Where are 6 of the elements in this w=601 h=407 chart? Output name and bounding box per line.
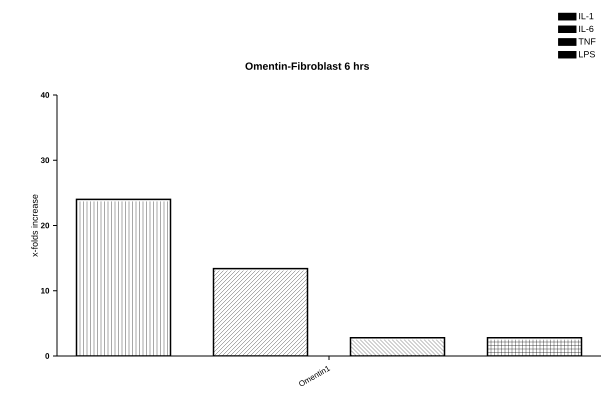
y-axis-title: x-folds increase [31, 194, 38, 257]
chart-title: Omentin-Fibroblast 6 hrs [245, 62, 370, 70]
legend-label: IL-6 [579, 26, 594, 32]
legend-label: IL-1 [579, 13, 594, 20]
legend-label: LPS [579, 51, 595, 58]
legend-label: TNF [578, 38, 596, 45]
